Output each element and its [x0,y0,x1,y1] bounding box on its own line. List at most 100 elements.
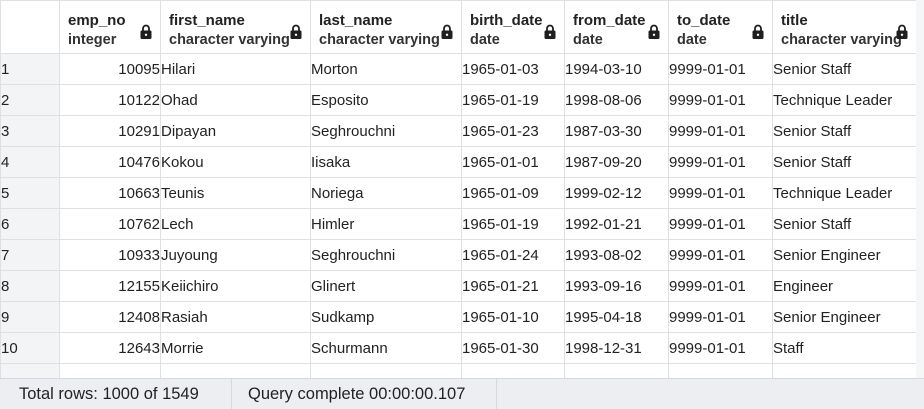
cell-from-date[interactable]: 1998-08-06 [564,84,669,116]
cell-birth-date[interactable]: 1965-01-01 [461,146,565,178]
row-number[interactable]: 6 [0,208,60,240]
cell-to-date[interactable]: 9999-01-01 [668,84,773,116]
cell-from-date[interactable]: 1998-12-31 [564,332,669,364]
row-number[interactable]: 2 [0,84,60,116]
cell-title[interactable]: Senior Staff [772,115,916,147]
cell-emp-no[interactable]: 12155 [59,270,161,302]
cell-emp-no[interactable]: 12643 [59,332,161,364]
table-row[interactable]: 1 10095 Hilari Morton 1965-01-03 1994-03-10 99… [0,53,916,85]
cell-last-name[interactable]: Iisaka [310,146,462,178]
row-number[interactable]: 10 [0,332,60,364]
cell-title[interactable]: Staff [772,332,916,364]
cell-first-name[interactable]: Juyoung [160,239,311,271]
cell-from-date[interactable]: 1999-02-12 [564,177,669,209]
cell-emp-no[interactable]: 10291 [59,115,161,147]
row-number[interactable]: 5 [0,177,60,209]
cell-first-name[interactable]: Rasiah [160,301,311,333]
cell-from-date[interactable]: 1994-03-10 [564,53,669,85]
cell-title[interactable]: Technique Leader [772,177,916,209]
column-header-to-date[interactable]: to_date date [668,0,773,54]
column-header-from-date[interactable]: from_date date [564,0,669,54]
cell-to-date[interactable]: 9999-01-01 [668,177,773,209]
cell-title[interactable]: Senior Staff [772,146,916,178]
cell-birth-date[interactable]: 1965-01-19 [461,208,565,240]
cell-last-name[interactable]: Seghrouchni [310,239,462,271]
cell-from-date[interactable]: 1987-09-20 [564,146,669,178]
cell-last-name[interactable]: Sudkamp [310,301,462,333]
select-all-corner[interactable] [0,0,60,54]
cell-from-date[interactable]: 1993-08-02 [564,239,669,271]
cell-last-name[interactable]: Noriega [310,177,462,209]
row-number[interactable]: 7 [0,239,60,271]
cell-first-name[interactable]: Dipayan [160,115,311,147]
cell-from-date[interactable]: 1992-01-21 [564,208,669,240]
cell-title[interactable]: Senior Staff [772,208,916,240]
cell-first-name[interactable]: Lech [160,208,311,240]
cell-title[interactable]: Technique Leader [772,84,916,116]
row-number[interactable]: 4 [0,146,60,178]
table-row[interactable]: 6 10762 Lech Himler 1965-01-19 1992-01-21 9999… [0,208,916,240]
cell-birth-date[interactable]: 1965-01-21 [461,270,565,302]
table-row[interactable]: 8 12155 Keiichiro Glinert 1965-01-21 1993-09-… [0,270,916,302]
column-header-last-name[interactable]: last_name character varying [310,0,462,54]
cell-last-name[interactable]: Esposito [310,84,462,116]
cell-emp-no[interactable]: 10933 [59,239,161,271]
cell-birth-date[interactable]: 1965-01-23 [461,115,565,147]
cell-to-date[interactable]: 9999-01-01 [668,53,773,85]
cell-emp-no[interactable]: 10762 [59,208,161,240]
cell-first-name[interactable]: Morrie [160,332,311,364]
table-row[interactable]: 4 10476 Kokou Iisaka 1965-01-01 1987-09-20 999… [0,146,916,178]
table-row[interactable]: 3 10291 Dipayan Seghrouchni 1965-01-23 1987-0… [0,115,916,147]
table-row[interactable]: 2 10122 Ohad Esposito 1965-01-19 1998-08-06 99… [0,84,916,116]
column-header-emp-no[interactable]: emp_no integer [59,0,161,54]
cell-last-name[interactable]: Morton [310,53,462,85]
cell-to-date[interactable]: 9999-01-01 [668,115,773,147]
row-number[interactable]: 8 [0,270,60,302]
table-row[interactable]: 9 12408 Rasiah Sudkamp 1965-01-10 1995-04-18 9… [0,301,916,333]
row-number[interactable]: 1 [0,53,60,85]
cell-emp-no[interactable]: 10095 [59,53,161,85]
cell-to-date[interactable]: 9999-01-01 [668,146,773,178]
column-header-first-name[interactable]: first_name character varying [160,0,311,54]
row-number[interactable]: 9 [0,301,60,333]
table-row[interactable]: 5 10663 Teunis Noriega 1965-01-09 1999-02-12 9… [0,177,916,209]
row-number[interactable]: 3 [0,115,60,147]
column-header-title[interactable]: title character varying [772,0,916,54]
cell-last-name[interactable]: Himler [310,208,462,240]
cell-first-name[interactable]: Hilari [160,53,311,85]
cell-to-date[interactable]: 9999-01-01 [668,301,773,333]
cell-first-name[interactable]: Teunis [160,177,311,209]
cell-first-name[interactable]: Kokou [160,146,311,178]
cell-emp-no[interactable]: 10476 [59,146,161,178]
cell-title[interactable]: Senior Staff [772,53,916,85]
table-row[interactable]: 7 10933 Juyoung Seghrouchni 1965-01-24 1993-0… [0,239,916,271]
cell-emp-no[interactable]: 10663 [59,177,161,209]
cell-from-date[interactable]: 1993-09-16 [564,270,669,302]
cell-emp-no[interactable]: 12408 [59,301,161,333]
cell-title[interactable]: Engineer [772,270,916,302]
cell-from-date[interactable]: 1995-04-18 [564,301,669,333]
cell-title[interactable]: Senior Engineer [772,301,916,333]
vertical-scrollbar[interactable] [916,0,924,378]
cell-emp-no[interactable]: 10122 [59,84,161,116]
cell-birth-date[interactable]: 1965-01-19 [461,84,565,116]
cell-birth-date[interactable]: 1965-01-30 [461,332,565,364]
cell-birth-date[interactable]: 1965-01-09 [461,177,565,209]
cell-birth-date[interactable]: 1965-01-10 [461,301,565,333]
cell-last-name[interactable]: Glinert [310,270,462,302]
column-header-birth-date[interactable]: birth_date date [461,0,565,54]
cell-to-date[interactable]: 9999-01-01 [668,270,773,302]
cell-to-date[interactable]: 9999-01-01 [668,332,773,364]
cell-last-name[interactable]: Schurmann [310,332,462,364]
cell-first-name[interactable]: Keiichiro [160,270,311,302]
cell-first-name[interactable]: Ohad [160,84,311,116]
cell-last-name[interactable]: Seghrouchni [310,115,462,147]
table-row[interactable]: 10 12643 Morrie Schurmann 1965-01-30 1998-12-… [0,332,916,364]
cell-from-date[interactable]: 1987-03-30 [564,115,669,147]
cell-birth-date[interactable]: 1965-01-03 [461,53,565,85]
cell-title[interactable]: Senior Engineer [772,239,916,271]
cell-to-date[interactable]: 9999-01-01 [668,239,773,271]
cell-birth-date[interactable]: 1965-01-24 [461,239,565,271]
cell-to-date[interactable]: 9999-01-01 [668,208,773,240]
column-name: to_date [677,12,731,29]
